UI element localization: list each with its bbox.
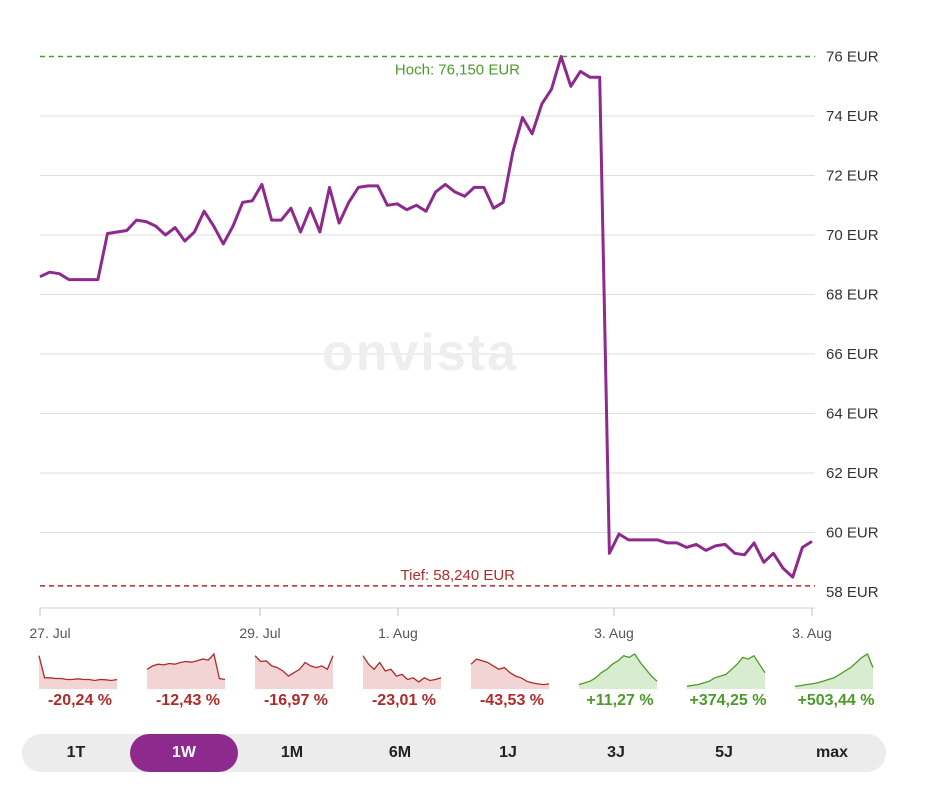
range-button-1j[interactable]: 1J — [499, 744, 517, 761]
x-tick-label: 3. Aug — [594, 625, 634, 641]
period-sparkline[interactable]: -20,24 % — [30, 645, 130, 715]
x-tick-label: 3. Aug — [792, 625, 832, 641]
high-label: Hoch: 76,150 EUR — [395, 62, 520, 79]
sparkline-line — [470, 658, 550, 686]
sparkline-area — [579, 654, 657, 689]
sparkline-line — [254, 655, 334, 677]
sparkline-chart — [794, 653, 874, 689]
range-button-1t[interactable]: 1T — [66, 744, 86, 761]
sparkline-line — [794, 653, 874, 687]
y-tick-label: 72 EUR — [826, 168, 879, 185]
sparkline-line — [686, 654, 766, 687]
watermark: onvista — [322, 324, 518, 382]
x-tick-label: 27. Jul — [29, 625, 70, 641]
period-performance-strip: -20,24 % -12,43 % -16,97 % -23,01 % -43,53 %… — [30, 645, 890, 715]
sparkline-area — [471, 659, 549, 689]
sparkline-chart — [686, 654, 766, 689]
sparkline-chart — [38, 655, 118, 689]
sparkline-line — [146, 652, 226, 681]
range-button-1w[interactable]: 1W — [130, 734, 238, 772]
sparkline-area — [147, 654, 225, 689]
sparkline-line — [578, 653, 658, 686]
sparkline-area — [363, 655, 441, 689]
y-tick-label: 62 EUR — [826, 465, 879, 482]
range-button-6m[interactable]: 6M — [388, 744, 412, 761]
y-tick-label: 66 EUR — [826, 346, 879, 363]
range-button-5j[interactable]: 5J — [715, 744, 733, 761]
sparkline-chart — [470, 658, 550, 689]
period-change-label: +374,25 % — [689, 692, 767, 709]
y-tick-label: 60 EUR — [826, 525, 879, 542]
y-axis: 76 EUR 74 EUR 72 EUR 70 EUR 68 EUR 66 EUR 64 E… — [826, 49, 879, 602]
period-sparkline[interactable]: -23,01 % — [354, 645, 454, 715]
sparkline-line — [362, 655, 442, 683]
period-sparkline[interactable]: +11,27 % — [570, 645, 670, 715]
period-sparkline[interactable]: -43,53 % — [462, 645, 562, 715]
period-sparkline[interactable]: -16,97 % — [246, 645, 346, 715]
period-change-label: +503,44 % — [797, 692, 875, 709]
y-tick-label: 70 EUR — [826, 227, 879, 244]
x-axis: 27. Jul 29. Jul 1. Aug 3. Aug 3. Aug — [29, 607, 832, 641]
y-tick-label: 68 EUR — [826, 287, 879, 304]
y-tick-label: 74 EUR — [826, 108, 879, 125]
period-change-label: -12,43 % — [155, 692, 221, 709]
y-tick-label: 64 EUR — [826, 406, 879, 423]
range-button-3j[interactable]: 3J — [607, 744, 625, 761]
period-sparkline[interactable]: +374,25 % — [678, 645, 778, 715]
sparkline-chart — [362, 655, 442, 689]
sparkline-area — [687, 655, 765, 689]
sparkline-chart — [254, 655, 334, 689]
price-series-line[interactable] — [39, 55, 813, 579]
time-range-selector: 1T 1W 1M 6M 1J 3J 5J max — [22, 734, 886, 772]
period-sparkline[interactable]: -12,43 % — [138, 645, 238, 715]
period-change-label: -23,01 % — [371, 692, 437, 709]
sparkline-area — [255, 655, 333, 689]
low-label: Tief: 58,240 EUR — [401, 567, 516, 584]
period-change-label: -20,24 % — [47, 692, 113, 709]
sparkline-chart — [578, 653, 658, 689]
period-change-label: -43,53 % — [479, 692, 545, 709]
price-chart: onvista 76 EUR 74 EUR 72 EUR 70 EUR 68 EUR 66… — [29, 49, 879, 642]
range-button-1m[interactable]: 1M — [280, 744, 304, 761]
period-change-label: +11,27 % — [586, 692, 654, 709]
y-tick-label: 76 EUR — [826, 49, 879, 66]
grid-lines — [40, 115, 815, 533]
sparkline-area — [39, 655, 117, 689]
x-tick-label: 1. Aug — [378, 625, 418, 641]
y-tick-label: 58 EUR — [826, 584, 879, 601]
sparkline-line — [38, 655, 118, 682]
period-change-label: -16,97 % — [263, 692, 329, 709]
sparkline-chart — [146, 652, 226, 689]
period-sparkline[interactable]: +503,44 % — [786, 645, 886, 715]
x-tick-label: 29. Jul — [239, 625, 280, 641]
sparkline-area — [795, 654, 873, 689]
range-button-max[interactable]: max — [815, 744, 849, 761]
